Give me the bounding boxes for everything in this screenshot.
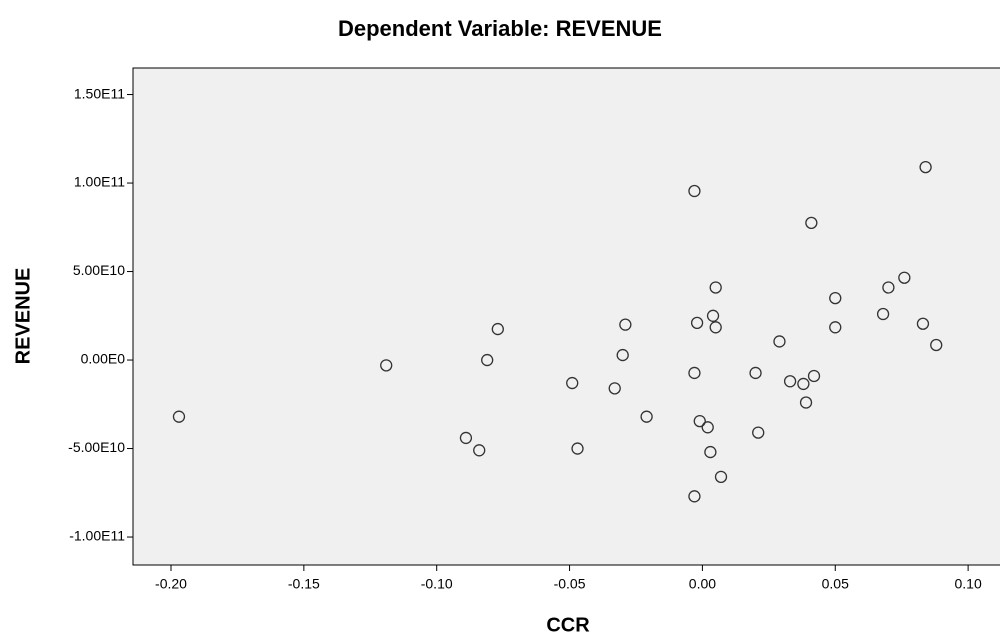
data-point	[701, 421, 714, 434]
data-point	[640, 410, 653, 423]
x-tick-label: -0.10	[421, 576, 453, 592]
x-tick-label: -0.20	[155, 576, 187, 592]
data-point	[882, 281, 895, 294]
data-point	[714, 470, 728, 484]
data-point	[688, 184, 701, 198]
data-point	[693, 414, 706, 428]
data-point	[709, 281, 722, 294]
y-tick-label: -1.00E11	[69, 528, 125, 544]
data-point	[773, 335, 786, 348]
data-point	[473, 444, 486, 457]
data-point	[919, 160, 932, 174]
data-point	[930, 338, 943, 352]
x-tick-label: -0.15	[288, 576, 320, 592]
data-point	[172, 410, 186, 423]
y-tick-label: 0.00E0	[81, 351, 126, 367]
data-point	[491, 322, 504, 336]
data-point	[616, 348, 629, 362]
x-tick-label: 0.10	[954, 576, 981, 592]
y-axis-label: REVENUE	[12, 268, 34, 365]
x-tick-label: 0.00	[689, 576, 716, 592]
data-point	[619, 318, 632, 331]
data-point	[688, 490, 701, 503]
data-point	[799, 396, 813, 409]
data-point	[704, 445, 717, 459]
data-point	[690, 316, 704, 330]
data-point	[566, 376, 579, 390]
data-point	[749, 366, 762, 380]
x-tick-label: 0.05	[822, 576, 849, 592]
y-tick-label: 5.00E10	[73, 262, 125, 278]
data-point	[752, 426, 765, 439]
data-point	[688, 366, 701, 380]
data-point	[571, 442, 584, 455]
data-point	[898, 271, 911, 284]
data-point	[608, 382, 621, 395]
x-tick-label: -0.05	[554, 576, 586, 592]
data-point	[380, 359, 393, 372]
data-point	[916, 317, 930, 330]
data-point	[706, 309, 720, 322]
data-point	[481, 353, 494, 367]
data-point	[807, 369, 821, 383]
data-point	[876, 307, 890, 321]
y-tick-label: 1.50E11	[74, 85, 125, 101]
data-point	[709, 321, 722, 334]
data-point	[829, 321, 842, 334]
plot-area	[132, 67, 1000, 566]
chart-title: Dependent Variable: REVENUE	[338, 16, 662, 41]
data-point	[797, 377, 810, 391]
data-point	[805, 216, 818, 230]
y-tick-label: -5.00E10	[68, 439, 125, 455]
data-point	[829, 291, 842, 305]
data-point	[459, 431, 473, 445]
data-point	[783, 375, 797, 388]
y-tick-label: 1.00E11	[74, 174, 125, 190]
x-axis-label: CCR	[546, 614, 590, 636]
